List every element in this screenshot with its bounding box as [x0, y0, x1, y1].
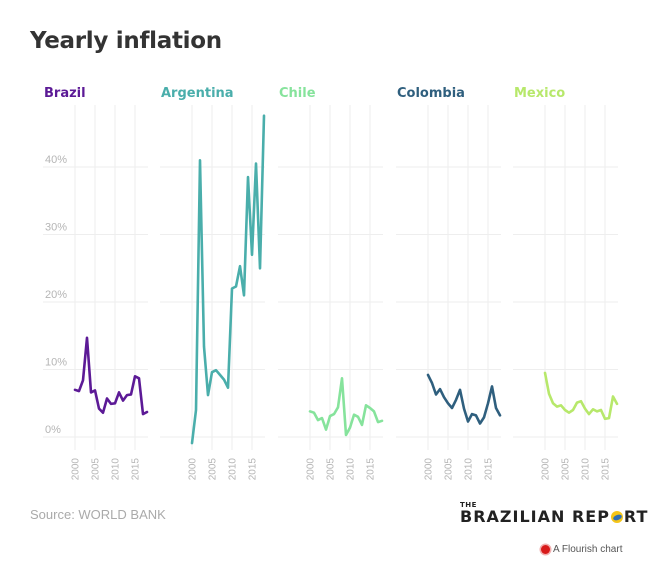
- x-tick-label: 2000: [71, 458, 82, 481]
- brand-the: THE: [460, 501, 477, 509]
- panel-title-chile: Chile: [279, 86, 316, 101]
- x-tick-label: 2015: [366, 458, 377, 481]
- panel-title-brazil: Brazil: [44, 86, 86, 101]
- panel-title-colombia: Colombia: [397, 86, 465, 101]
- source-note: Source: WORLD BANK: [30, 507, 166, 522]
- x-tick-label: 2010: [346, 458, 357, 481]
- x-tick-label: 2010: [228, 458, 239, 481]
- series-line-argentina: [190, 114, 266, 445]
- x-tick-label: 2005: [91, 458, 102, 481]
- x-tick-label: 2005: [444, 458, 455, 481]
- x-tick-label: 2005: [561, 458, 572, 481]
- series-line-colombia: [426, 373, 502, 425]
- x-tick-label: 2000: [306, 458, 317, 481]
- x-tick-label: 2015: [131, 458, 142, 481]
- y-tick-label: 10%: [45, 357, 67, 369]
- x-tick-label: 2015: [484, 458, 495, 481]
- brazil-ball-icon: [610, 511, 623, 523]
- brand-logo[interactable]: THE BRAZILIAN REP RT: [460, 501, 648, 525]
- brand-name-part2: RT: [623, 507, 649, 526]
- x-tick-label: 2010: [111, 458, 122, 481]
- panel-title-mexico: Mexico: [514, 86, 566, 101]
- brand-name: BRAZILIAN REP RT: [460, 509, 648, 525]
- flourish-label: A Flourish chart: [553, 544, 623, 555]
- chart-title: Yearly inflation: [30, 28, 222, 54]
- small-multiples-chart: 2000 2005 2010 2015 0% 10% 20% 30% 40% 2000 2005 20…: [43, 105, 619, 481]
- y-tick-label: 30%: [45, 222, 67, 234]
- x-tick-label: 2015: [248, 458, 259, 481]
- series-line-brazil: [73, 336, 149, 416]
- x-tick-label: 2005: [208, 458, 219, 481]
- flourish-credit-link[interactable]: A Flourish chart: [541, 544, 622, 555]
- x-tick-label: 2010: [581, 458, 592, 481]
- brand-name-part1: BRAZILIAN REP: [460, 507, 610, 526]
- y-tick-label: 40%: [45, 154, 67, 166]
- y-tick-label: 20%: [45, 289, 67, 301]
- y-tick-label: 0%: [45, 424, 61, 436]
- x-tick-label: 2000: [541, 458, 552, 481]
- panel-title-argentina: Argentina: [161, 86, 234, 101]
- flourish-logo-icon: [541, 545, 550, 554]
- x-tick-label: 2000: [188, 458, 199, 481]
- x-tick-label: 2010: [464, 458, 475, 481]
- x-tick-label: 2000: [424, 458, 435, 481]
- series-line-chile: [308, 376, 384, 437]
- x-tick-label: 2015: [601, 458, 612, 481]
- series-line-mexico: [543, 371, 619, 421]
- x-tick-label: 2005: [326, 458, 337, 481]
